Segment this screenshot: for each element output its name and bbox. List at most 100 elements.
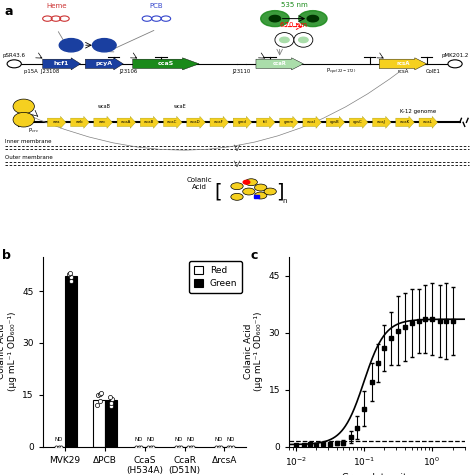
FancyArrow shape (373, 116, 391, 128)
Text: wcaB: wcaB (98, 104, 111, 109)
FancyArrow shape (349, 116, 368, 128)
Circle shape (307, 15, 319, 22)
FancyArrow shape (117, 116, 136, 128)
FancyArrow shape (210, 116, 228, 128)
Bar (105, 400, 117, 446)
Text: wzc: wzc (99, 120, 106, 124)
Text: Inner membrane: Inner membrane (5, 139, 51, 143)
Text: p15A  J23108: p15A J23108 (24, 69, 59, 74)
Text: ND: ND (135, 437, 143, 442)
Text: J23106: J23106 (119, 69, 137, 74)
Circle shape (245, 179, 257, 186)
Point (67, 274, 74, 281)
Text: pSR43.6: pSR43.6 (3, 53, 26, 58)
Text: PCB: PCB (150, 3, 163, 9)
Text: wcaK: wcaK (400, 120, 410, 124)
Text: ccaR: ccaR (273, 61, 287, 66)
Point (147, 443, 155, 450)
Point (93, 401, 100, 409)
Circle shape (261, 10, 289, 27)
Point (172, 443, 180, 450)
Text: K-12 genome: K-12 genome (400, 109, 436, 114)
Text: [: [ (214, 182, 222, 201)
FancyArrow shape (256, 116, 275, 128)
Text: wcaL: wcaL (423, 120, 433, 124)
FancyArrow shape (164, 116, 182, 128)
Text: wcaA: wcaA (121, 120, 131, 124)
Point (175, 443, 182, 450)
Ellipse shape (13, 113, 35, 127)
Y-axis label: Colanic Acid
(μg mL⁻¹ OD₆₀₀⁻¹): Colanic Acid (μg mL⁻¹ OD₆₀₀⁻¹) (244, 312, 263, 391)
X-axis label: Green Intensity
(μmol m⁻² s⁻¹): Green Intensity (μmol m⁻² s⁻¹) (342, 474, 412, 475)
FancyArrow shape (419, 116, 438, 128)
Text: ND: ND (174, 437, 183, 442)
FancyArrow shape (94, 116, 112, 128)
Circle shape (255, 184, 267, 191)
FancyArrow shape (326, 116, 345, 128)
FancyBboxPatch shape (254, 195, 259, 198)
Text: wcaI: wcaI (307, 120, 316, 124)
Text: rcsA: rcsA (396, 61, 410, 66)
Circle shape (231, 183, 243, 190)
Text: 535 nm: 535 nm (281, 1, 307, 8)
Circle shape (299, 10, 327, 27)
Text: Colanic
Acid: Colanic Acid (186, 177, 212, 190)
Text: ND: ND (214, 437, 223, 442)
FancyArrow shape (379, 58, 427, 70)
Text: n: n (282, 198, 287, 204)
Text: a: a (5, 5, 13, 19)
Text: wzb: wzb (75, 120, 83, 124)
FancyArrow shape (256, 58, 303, 70)
Text: Outer membrane: Outer membrane (5, 154, 53, 160)
Text: wcaD: wcaD (190, 120, 201, 124)
Text: wcaE: wcaE (174, 104, 186, 109)
Point (178, 443, 185, 450)
Point (67, 277, 74, 285)
Legend: Red, Green: Red, Green (189, 261, 242, 293)
Ellipse shape (13, 99, 35, 114)
Text: Heme: Heme (46, 3, 67, 9)
Text: ND: ND (226, 437, 235, 442)
Point (190, 443, 197, 450)
Point (135, 443, 142, 450)
Text: pMK201.2: pMK201.2 (441, 53, 469, 58)
Text: ND: ND (186, 437, 195, 442)
FancyArrow shape (280, 116, 298, 128)
Ellipse shape (275, 33, 294, 47)
Circle shape (243, 180, 250, 184)
Point (224, 443, 231, 450)
Text: wcaJ: wcaJ (377, 120, 386, 124)
Ellipse shape (294, 33, 313, 47)
Text: wcaF: wcaF (214, 120, 224, 124)
FancyArrow shape (47, 116, 66, 128)
FancyArrow shape (71, 116, 89, 128)
Circle shape (7, 60, 21, 68)
Text: ND: ND (55, 437, 63, 442)
Point (94, 391, 102, 399)
Text: hcf1: hcf1 (54, 61, 69, 66)
Point (184, 443, 191, 450)
Point (137, 443, 145, 450)
FancyArrow shape (303, 116, 321, 128)
Text: ND: ND (146, 437, 155, 442)
Text: gmd: gmd (237, 120, 246, 124)
Point (215, 443, 222, 450)
Text: wza: wza (52, 120, 60, 124)
Text: pcyA: pcyA (96, 61, 113, 66)
Point (212, 443, 219, 450)
Point (58, 443, 65, 450)
Point (144, 443, 152, 450)
Text: qpsB: qpsB (330, 120, 340, 124)
FancyArrow shape (43, 58, 81, 70)
Point (96, 397, 104, 405)
Text: gmm: gmm (283, 120, 293, 124)
Text: qpsC: qpsC (353, 120, 363, 124)
Text: 670 nm: 670 nm (281, 21, 307, 28)
Point (97, 389, 105, 397)
Text: c: c (251, 249, 258, 262)
FancyArrow shape (85, 58, 123, 70)
Text: b: b (2, 249, 11, 262)
Text: wcaC: wcaC (167, 120, 177, 124)
FancyArrow shape (396, 116, 414, 128)
Y-axis label: Colanic Acid
(μg mL⁻¹ OD₆₀₀⁻¹): Colanic Acid (μg mL⁻¹ OD₆₀₀⁻¹) (0, 312, 17, 391)
